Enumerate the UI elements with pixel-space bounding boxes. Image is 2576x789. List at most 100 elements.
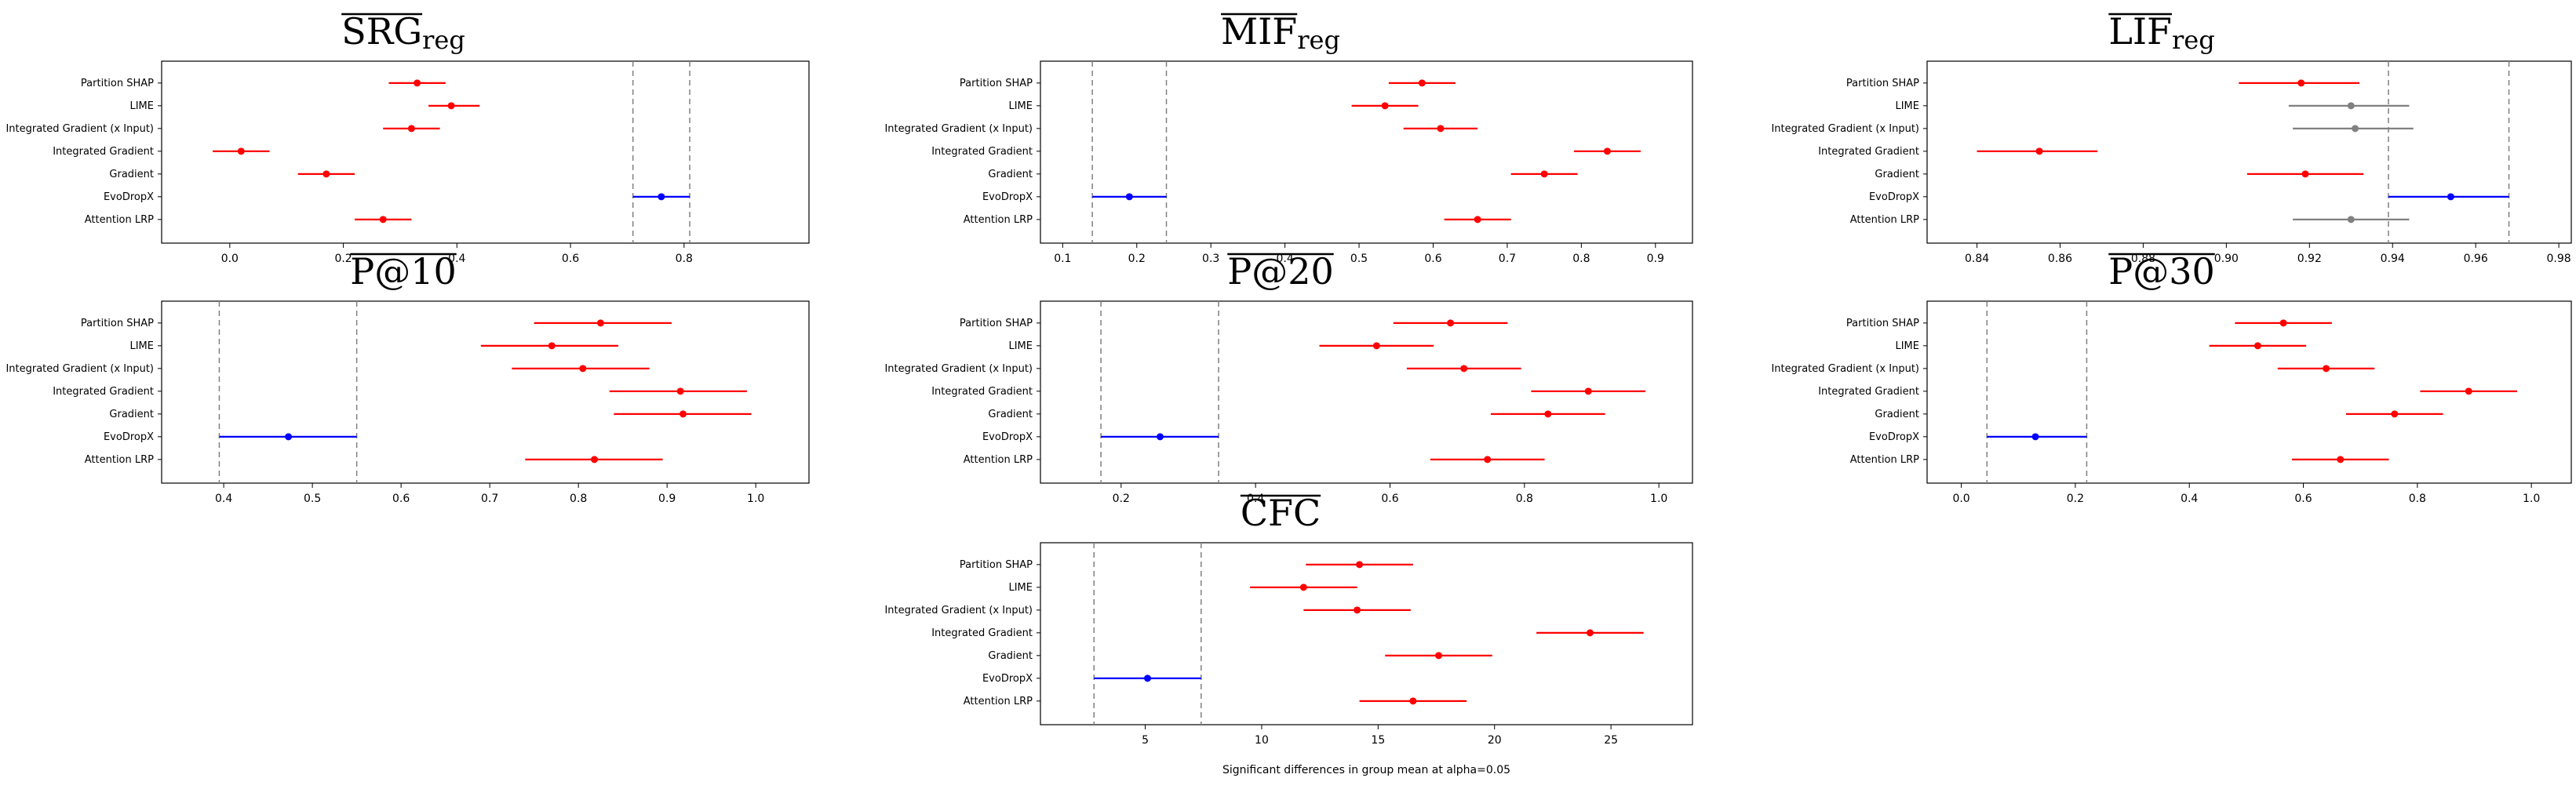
method-label: EvoDropX [982,673,1033,685]
method-label: EvoDropX [104,431,154,443]
x-tick-label: 25 [1604,734,1618,747]
chart-title-main: P@30 [2108,250,2214,293]
chart-title-sub: reg [422,25,465,55]
x-tick-label: 0.5 [1350,253,1368,265]
method-label: LIME [1895,340,1919,352]
plot-frame [1040,60,1693,244]
x-tick-label: 0.2 [334,253,352,265]
mean-point [1603,147,1611,155]
method-label: Partition SHAP [960,318,1033,329]
x-tick-label: 0.7 [481,493,498,505]
method-label: Integrated Gradient [1818,146,1919,158]
x-tick-label: 0.6 [562,253,579,265]
method-label: Gradient [988,409,1033,420]
chart-title: LIFreg [2108,10,2215,55]
method-label: Attention LRP [85,454,154,466]
x-tick-label: 0.3 [1202,253,1219,265]
mean-point [379,216,387,224]
x-tick-label: 0.5 [304,493,321,505]
chart-title-text: MIFreg [1221,10,1340,55]
chart-title-main: P@20 [1227,250,1333,293]
method-label: Integrated Gradient (x Input) [5,363,154,375]
chart-mif: MIFreg 0.1 0.2 0.3 0.4 0.5 0.6 0.7 0.8 0.9 Partiti… [884,10,1693,265]
mean-point [680,410,687,418]
plot-frame [161,60,810,244]
method-label: Attention LRP [1850,454,1919,466]
method-label: Attention LRP [964,696,1033,707]
mean-point [1299,584,1307,591]
x-tick-label: 0.6 [1381,493,1398,505]
mean-point [1372,342,1380,350]
method-label: Integrated Gradient [931,386,1033,398]
x-tick-label: 0.8 [1516,493,1533,505]
method-label: LIME [129,340,154,352]
mean-point [2301,170,2309,178]
chart-title-main: LIF [2108,10,2172,53]
chart-title-text: P@10 [350,250,456,293]
x-tick-label: 0.8 [676,253,693,265]
plot-frame [1040,300,1693,484]
x-axis-label: Significant differences in group mean at… [1222,764,1510,776]
mean-point [1356,561,1364,569]
chart-srg: SRGreg 0.0 0.2 0.4 0.6 0.8 Partition SHAP LIME I… [5,10,810,265]
mean-point [1484,456,1492,464]
chart-title-text: SRGreg [341,10,465,55]
mean-point [676,387,684,395]
chart-title: CFC [1240,492,1321,534]
chart-title: P@10 [350,250,457,293]
method-label: Integrated Gradient [1818,386,1919,398]
x-tick-label: 0.8 [1572,253,1590,265]
mean-point [1437,125,1445,133]
x-tick-label: 0.90 [2214,253,2239,265]
mean-point [1418,79,1426,87]
mean-point [2447,193,2454,201]
method-label: Integrated Gradient (x Input) [884,363,1033,375]
x-tick-label: 0.4 [448,253,465,265]
method-label: Integrated Gradient [931,146,1033,158]
mean-point [2347,102,2355,110]
method-label: Integrated Gradient (x Input) [5,123,154,135]
method-label: Integrated Gradient (x Input) [1771,123,1919,135]
chart-title-sub: reg [2172,25,2215,55]
chart-title-text: LIFreg [2108,10,2214,55]
x-tick-label: 0.0 [221,253,239,265]
mean-point [1125,193,1133,201]
x-tick-label: 0.86 [2048,253,2072,265]
method-label: LIME [129,100,154,112]
method-label: Gradient [1875,169,1919,180]
x-tick-label: 0.6 [1424,253,1441,265]
x-tick-label: 0.92 [2297,253,2322,265]
chart-title-main: MIF [1221,10,1297,53]
chart-title-text: P@20 [1227,250,1333,293]
mean-point [1156,433,1164,441]
method-label: LIME [1895,100,1919,112]
method-label: Integrated Gradient [53,386,154,398]
x-tick-label: 1.0 [1650,493,1667,505]
mean-point [1474,216,1481,224]
x-tick-label: 0.0 [1952,493,1969,505]
method-label: LIME [1008,100,1033,112]
mean-point [414,79,421,87]
mean-point [1540,170,1548,178]
chart-title-text: P@30 [2108,250,2214,293]
method-label: EvoDropX [104,191,154,203]
mean-point [322,170,330,178]
mean-point [2031,433,2039,441]
mean-point [447,102,455,110]
x-tick-label: 10 [1255,734,1269,747]
chart-lif: LIFreg 0.84 0.86 0.88 0.90 0.92 0.94 0.96 0.98 Pa… [1771,10,2572,265]
chart-title: SRGreg [341,10,465,55]
x-tick-label: 0.7 [1499,253,1516,265]
method-label: Partition SHAP [960,78,1033,89]
mean-point [2352,125,2359,133]
mean-point [1460,365,1468,373]
mean-point [548,342,556,350]
chart-cfc: CFC 5 10 15 20 25 Partition SHAP LIME Integrated… [884,492,1693,776]
mean-point [1354,606,1361,614]
chart-title-main: CFC [1241,492,1321,534]
plot-frame [161,300,810,484]
x-tick-label: 0.2 [1113,493,1130,505]
mean-point [1544,410,1552,418]
mean-point [2279,319,2287,327]
